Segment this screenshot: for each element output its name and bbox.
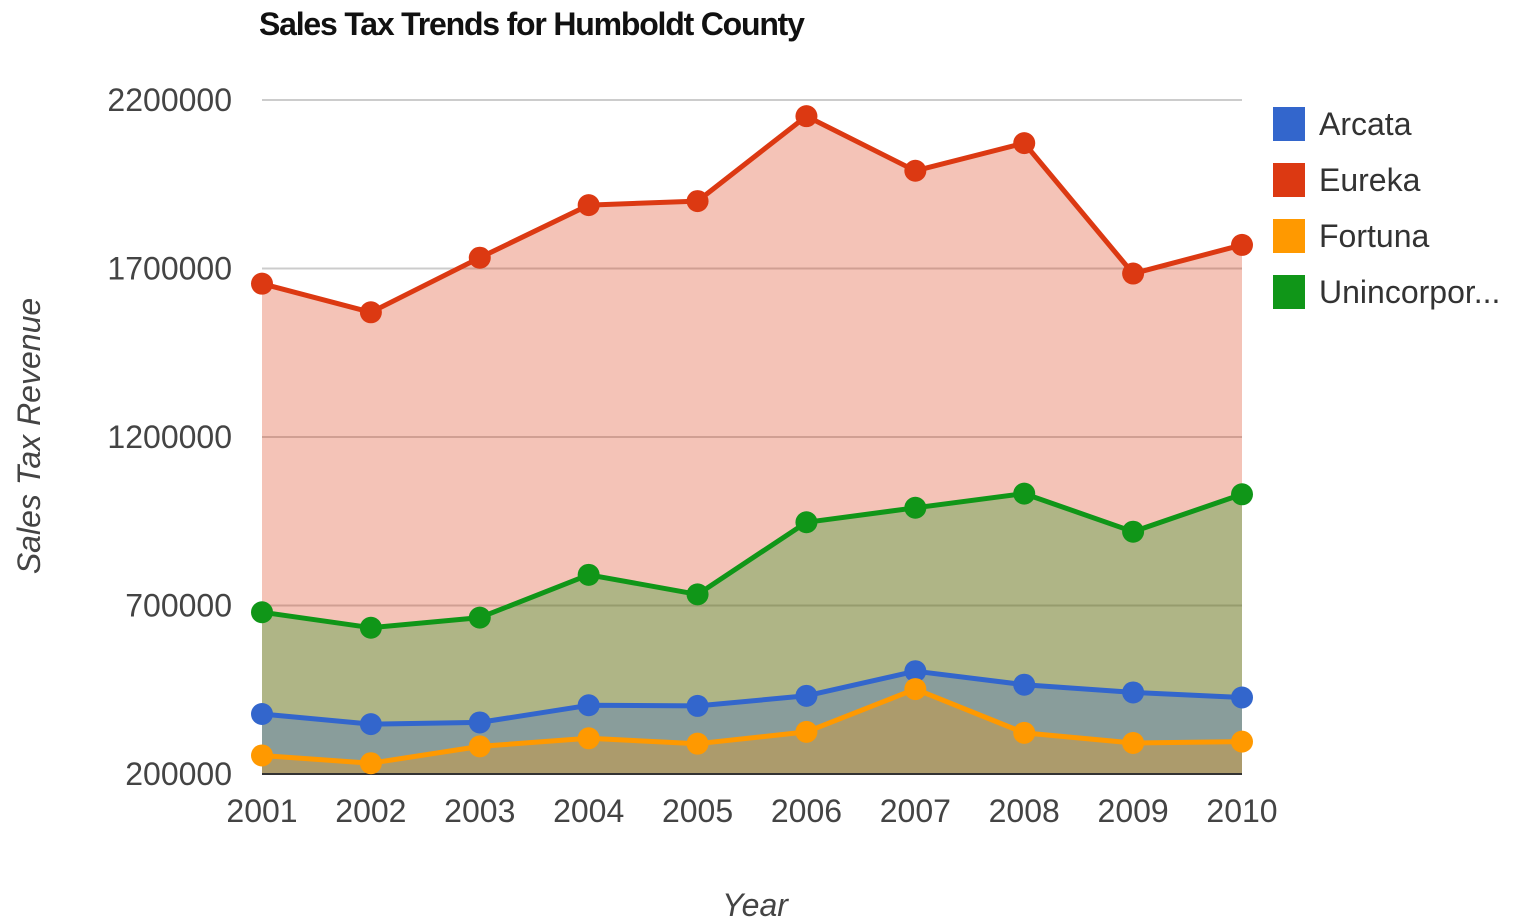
point-unincorpor <box>468 606 491 629</box>
point-fortuna <box>251 744 273 767</box>
point-eureka <box>1122 262 1145 285</box>
point-unincorpor <box>904 496 927 519</box>
point-unincorpor <box>795 511 818 534</box>
point-arcata <box>468 711 491 734</box>
legend-swatch <box>1273 107 1305 141</box>
point-unincorpor <box>1122 520 1145 543</box>
x-tick-label: 2007 <box>880 793 951 829</box>
legend-label: Fortuna <box>1319 217 1430 254</box>
area-fills <box>262 116 1242 775</box>
point-eureka <box>359 301 382 324</box>
point-fortuna <box>1013 721 1036 744</box>
x-tick-label: 2001 <box>226 793 297 829</box>
point-unincorpor <box>1013 482 1036 505</box>
y-tick-label: 2200000 <box>107 82 232 118</box>
point-fortuna <box>359 752 382 775</box>
legend-swatch <box>1273 163 1305 197</box>
point-arcata <box>577 694 600 717</box>
line-unincorpor <box>261 491 1243 631</box>
point-unincorpor <box>251 601 273 624</box>
y-axis-label: Sales Tax Revenue <box>11 298 47 574</box>
point-arcata <box>1013 673 1036 696</box>
point-unincorpor <box>359 616 382 639</box>
point-fortuna <box>1231 730 1253 753</box>
y-tick-label: 1700000 <box>107 251 232 287</box>
x-axis-ticks: 2001 2002 2003 2004 2005 2006 2007 2008 2009 2010 <box>226 793 1277 829</box>
point-eureka <box>795 105 818 128</box>
legend-item-fortuna: Fortuna <box>1273 208 1500 264</box>
point-fortuna <box>795 720 818 743</box>
point-arcata <box>904 660 927 683</box>
chart-title: Sales Tax Trends for Humboldt County <box>259 6 805 42</box>
x-tick-label: 2009 <box>1098 793 1169 829</box>
legend-label: Eureka <box>1319 161 1421 198</box>
point-unincorpor <box>577 563 600 586</box>
x-tick-label: 2006 <box>771 793 842 829</box>
point-eureka <box>1231 233 1253 256</box>
y-axis-ticks: 200000 700000 1200000 1700000 2200000 <box>107 82 232 792</box>
point-eureka <box>1013 132 1036 155</box>
point-unincorpor <box>686 583 709 606</box>
point-eureka <box>468 246 491 269</box>
legend-item-eureka: Eureka <box>1273 152 1500 208</box>
point-eureka <box>904 159 927 182</box>
point-eureka <box>251 272 273 295</box>
area-fortuna <box>262 689 1242 774</box>
point-fortuna <box>468 735 491 758</box>
x-tick-label: 2003 <box>444 793 515 829</box>
point-unincorpor <box>1231 483 1253 506</box>
x-tick-label: 2008 <box>989 793 1060 829</box>
x-tick-label: 2002 <box>335 793 406 829</box>
point-arcata <box>1122 681 1145 704</box>
y-tick-label: 200000 <box>125 756 232 792</box>
point-eureka <box>686 190 709 213</box>
x-axis-label: Year <box>722 887 789 922</box>
series-lines <box>261 113 1243 766</box>
data-points <box>251 105 1253 775</box>
legend-label: Arcata <box>1319 105 1412 142</box>
point-fortuna <box>1122 731 1145 754</box>
point-fortuna <box>577 727 600 750</box>
point-arcata <box>251 703 273 726</box>
x-tick-label: 2004 <box>553 793 624 829</box>
point-fortuna <box>904 678 927 701</box>
legend-item-unincorpor: Unincorpor... <box>1273 264 1500 320</box>
point-fortuna <box>686 732 709 755</box>
point-eureka <box>577 194 600 217</box>
x-tick-label: 2010 <box>1206 793 1277 829</box>
gridlines <box>262 99 1242 607</box>
point-arcata <box>1231 686 1253 709</box>
legend-item-arcata: Arcata <box>1273 96 1500 152</box>
y-tick-label: 700000 <box>125 588 232 624</box>
point-arcata <box>359 713 382 736</box>
legend-swatch <box>1273 275 1305 309</box>
legend: Arcata Eureka Fortuna Unincorpor... <box>1273 96 1500 320</box>
point-arcata <box>795 684 818 707</box>
line-fortuna <box>261 686 1243 766</box>
area-unincorpor <box>262 493 1242 774</box>
line-eureka <box>261 113 1243 315</box>
legend-label: Unincorpor... <box>1319 273 1501 310</box>
line-arcata <box>261 668 1243 727</box>
area-arcata <box>262 671 1242 774</box>
y-tick-label: 1200000 <box>107 419 232 455</box>
x-tick-label: 2005 <box>662 793 733 829</box>
point-arcata <box>686 694 709 717</box>
legend-swatch <box>1273 219 1305 253</box>
